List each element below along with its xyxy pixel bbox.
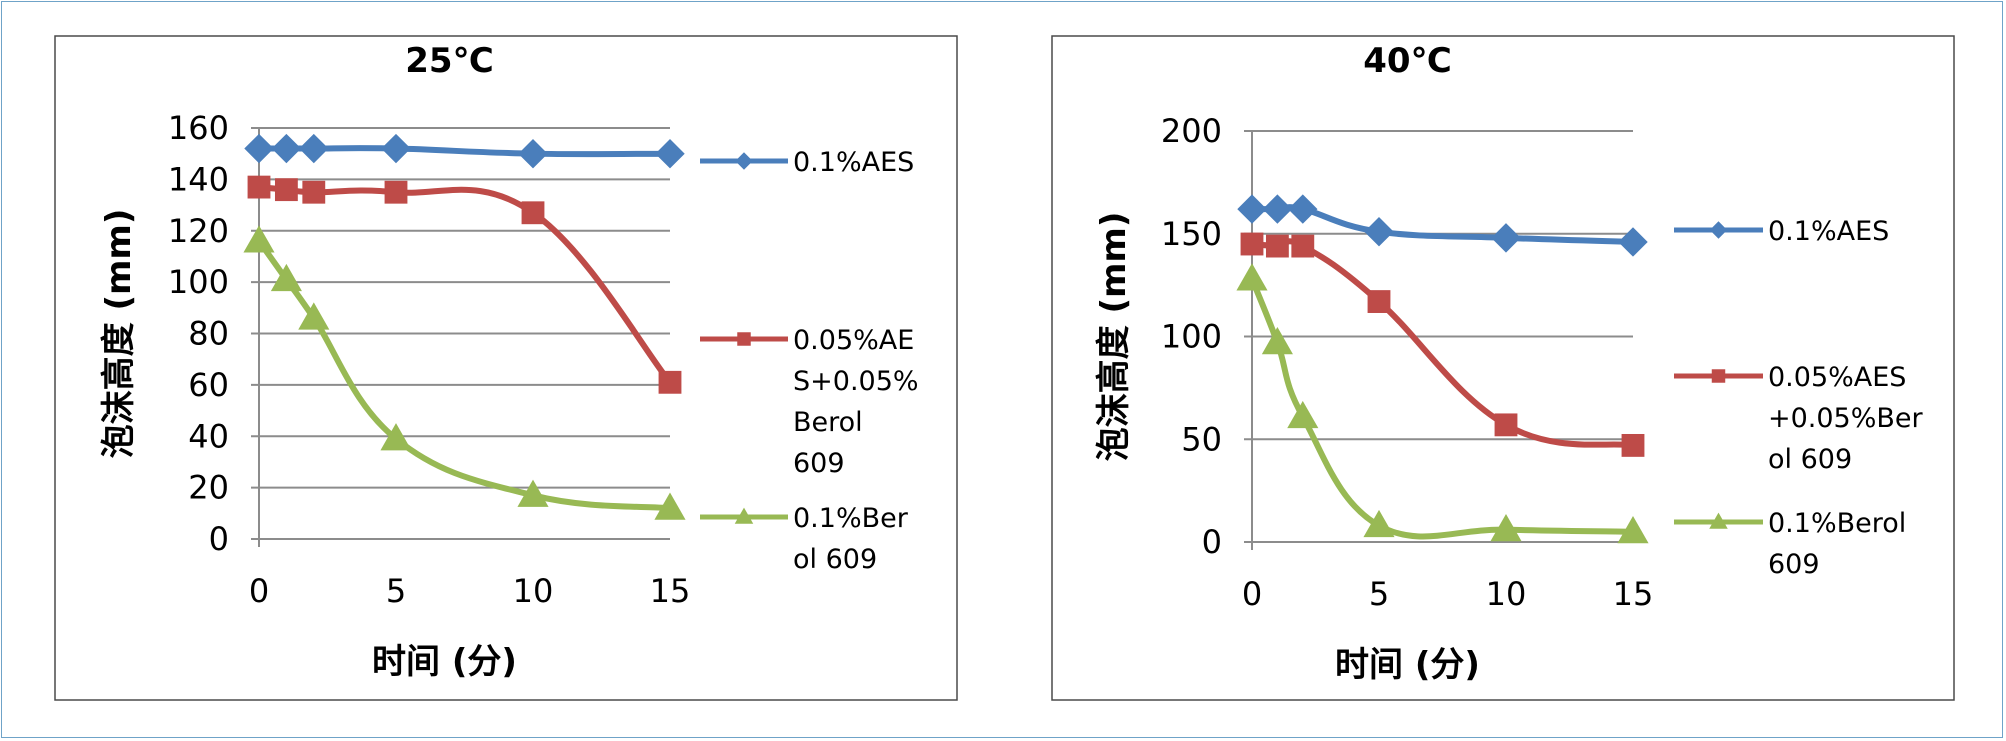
x-axis-title: 时间 (分) [1335,645,1480,685]
chart-title: 40℃ [1363,41,1452,81]
data-point [244,133,274,164]
data-point [243,225,275,253]
data-point [270,263,302,292]
data-point [1367,290,1391,313]
data-point [247,175,271,199]
legend-label: 0.1%AES [1768,216,1889,247]
x-axis-title: 时间 (分) [372,642,517,682]
data-point [299,133,329,164]
y-tick-label: 50 [1181,420,1222,458]
data-point [1617,516,1649,544]
data-point [1494,413,1518,437]
legend-marker [1709,221,1728,239]
data-point [517,479,549,507]
y-tick-label: 100 [168,263,229,301]
x-tick-label: 15 [650,572,691,610]
data-point [1236,263,1268,291]
chart-title: 25℃ [405,41,494,81]
x-tick-label: 5 [386,572,406,610]
x-tick-label: 15 [1613,575,1654,613]
data-point [658,370,682,394]
y-tick-label: 0 [209,520,229,558]
data-point [381,133,411,164]
legend-marker [737,332,751,346]
legend-marker [1709,512,1728,529]
data-point [1261,326,1293,355]
legend-label: ol 609 [793,544,877,575]
y-axis-title: 泡沫高度 (mm) [99,209,139,459]
data-point [1618,227,1648,257]
legend-marker [734,507,754,524]
x-tick-label: 10 [513,572,554,610]
x-tick-label: 0 [249,572,269,610]
series-1: 0.1%AES [1237,194,1889,257]
chart-frame [54,35,958,701]
data-point [1363,509,1395,538]
legend-label: +0.05%Ber [1768,403,1924,434]
legend-label: ol 609 [1768,444,1852,475]
legend-label: Berol [793,407,863,438]
y-axis-title: 泡沫高度 (mm) [1094,212,1134,462]
data-point [1262,194,1293,224]
x-tick-label: 0 [1242,575,1262,613]
legend-label: 609 [1768,549,1820,580]
y-tick-label: 100 [1161,318,1222,356]
data-point [1288,194,1318,224]
data-point [302,180,326,204]
chart-frame [1051,35,1955,701]
data-point [1287,400,1319,429]
legend-label: 0.1%Ber [793,503,909,534]
y-tick-label: 20 [188,469,229,507]
data-point [655,138,685,169]
data-point [1364,216,1394,247]
y-tick-label: 80 [188,315,229,353]
data-point [1491,223,1521,253]
chart-1: 0 20 40 60 80 100 120 140 160 0 5 10 15 25℃ 时间 (分) 泡沫高度… [54,35,958,701]
data-point [274,178,298,202]
series-1: 0.1%AES [244,133,914,178]
data-point [380,423,412,451]
legend-marker [735,152,753,170]
legend-label: 0.05%AE [793,325,914,356]
legend-label: 0.1%AES [793,147,914,178]
series-2: 0.05%AE S+0.05% Berol 609 [247,175,919,479]
data-point [654,492,686,520]
data-point [1291,234,1315,258]
data-point [271,133,302,164]
y-tick-label: 120 [168,212,229,250]
x-tick-label: 10 [1486,575,1527,613]
data-point [298,302,330,330]
legend-marker [1711,369,1726,383]
y-tick-label: 150 [1161,215,1222,253]
legend-label: S+0.05% [793,366,919,397]
data-point [384,180,408,204]
series-3: 0.1%Berol 609 [1236,263,1906,580]
y-tick-label: 40 [188,417,229,455]
data-point [1240,232,1264,256]
data-point [1237,194,1267,224]
data-point [1621,433,1645,457]
data-point [521,201,545,225]
legend-label: 0.1%Berol [1768,508,1906,539]
x-tick-label: 5 [1369,575,1389,613]
legend-label: 609 [793,448,845,479]
y-tick-label: 140 [168,160,229,198]
y-tick-label: 160 [168,109,229,147]
data-point [518,138,548,169]
data-point [1490,513,1522,542]
y-tick-label: 200 [1161,112,1222,150]
y-tick-label: 0 [1202,523,1222,561]
data-point [1265,234,1289,258]
chart-2: 0 50 100 150 200 0 5 10 15 40℃ 时间 (分) 泡沫高度 (mm) 0.1%… [1051,35,1955,701]
series-2: 0.05%AES +0.05%Ber ol 609 [1240,232,1924,475]
y-tick-label: 60 [188,366,229,404]
legend-label: 0.05%AES [1768,362,1906,393]
series-3: 0.1%Ber ol 609 [243,225,909,575]
